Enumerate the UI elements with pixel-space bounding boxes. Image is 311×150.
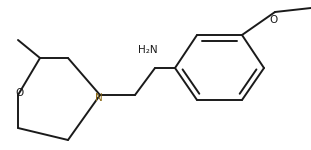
- Text: N: N: [95, 93, 103, 103]
- Text: O: O: [16, 88, 24, 98]
- Text: O: O: [270, 15, 278, 25]
- Text: H₂N: H₂N: [138, 45, 158, 55]
